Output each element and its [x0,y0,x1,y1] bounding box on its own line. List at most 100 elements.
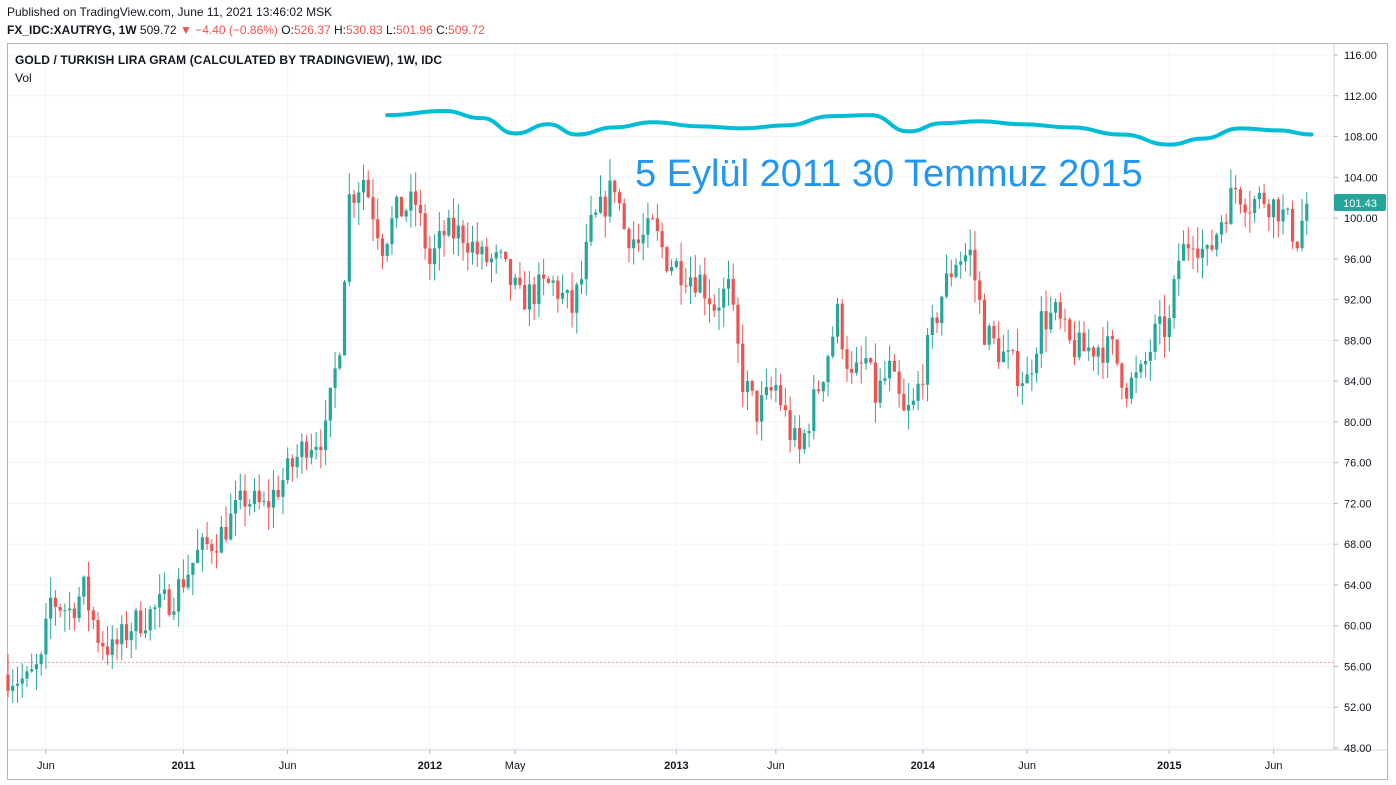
candle-body [68,608,72,611]
last-price-label: 101.43 [1334,194,1386,211]
candle-body [560,292,565,299]
candle-body [129,631,133,641]
candle-body [361,179,366,193]
candle-body [1267,203,1271,218]
candle-body [404,210,408,217]
candle-body [1068,319,1072,341]
candle-body [243,490,247,507]
candle-body [11,685,15,691]
candle-body [807,430,811,434]
candle-body [921,383,925,385]
candle-body [1162,316,1167,337]
candle-body [423,213,427,249]
candle-body [1271,199,1276,218]
candle-body [1144,360,1148,365]
candle-body [1186,244,1190,249]
candle-body [821,382,825,392]
candle-body [177,579,181,612]
candle-body [968,249,972,256]
candle-body [499,251,503,253]
candle-body [1305,203,1309,221]
candle-body [143,630,148,634]
candle-body [200,537,204,550]
open-label: O: [281,23,294,37]
candle-body [91,610,95,621]
candle-body [1219,222,1224,235]
candle-body [722,288,726,308]
candle-body [257,490,261,502]
candle-body [978,280,982,300]
candle-body [276,489,280,497]
candle-body [783,405,787,411]
candle-body [20,678,24,684]
candle-body [779,384,783,406]
candle-body [25,671,29,679]
published-note: Published on TradingView.com, June 11, 2… [7,5,333,19]
time-axis: Jun 2011 Jun 2012 May 2013 Jun 2014 Jun 2015 Jun [37,750,1282,772]
candle-body [205,537,209,545]
candle-body [769,387,773,391]
candle-body [603,196,607,217]
candle-body [911,400,915,405]
low-label: L: [386,23,397,37]
candle-body [1039,311,1043,354]
candle-body [442,230,446,236]
grid-lines [8,44,1334,750]
candle-body [1030,373,1034,375]
candle-body [707,298,712,305]
candle-body [703,274,707,299]
candle-body [105,646,110,655]
candle-body [940,296,944,324]
candle-body [1238,189,1242,205]
candle-body [49,597,53,619]
x-tick-label: Jun [37,760,55,772]
candle-body [470,241,475,253]
candle-body [1025,374,1029,384]
candle-body [745,381,750,393]
candle-body [229,513,233,540]
candle-body [63,610,67,612]
candle-body [153,607,157,610]
candle-body [86,576,91,611]
candle-body [110,639,114,655]
x-tick-label: 2011 [171,760,195,772]
candle-body [750,381,754,391]
candle-body [120,624,124,645]
candle-body [523,285,527,310]
close-value: 509.72 [448,23,485,37]
candle-body [395,196,399,219]
candle-body [1290,208,1295,242]
candle-body [598,196,603,213]
candle-body [508,259,513,286]
candle-body [305,441,309,458]
candle-body [859,362,863,364]
candle-body [925,335,930,385]
candle-body [366,179,370,198]
candle-body [475,241,479,255]
symbol-line: FX_IDC:XAUTRYG, 1W 509.72 ▼ −4.40 (−0.86… [7,23,485,37]
close-label: C: [436,23,449,37]
candle-body [82,576,86,597]
candle-body [300,441,304,457]
x-tick-label: Jun [279,760,297,772]
candle-body [352,194,356,203]
chart-frame[interactable] [7,43,1388,780]
candle-body [674,261,678,267]
candle-body [1115,339,1119,364]
candle-body [835,303,840,337]
candle-body [1300,220,1304,249]
candle-body [414,191,418,205]
candle-body [390,218,394,245]
candle-body [646,218,650,235]
candle-body [731,278,735,305]
candle-body [883,378,887,381]
candle-body [788,410,792,441]
candle-body [376,219,380,239]
candle-body [916,383,920,401]
candle-body [1295,241,1299,249]
candle-body [864,358,868,364]
candle-body [873,362,878,403]
high-value: 530.83 [345,23,383,37]
candle-body [314,446,318,450]
